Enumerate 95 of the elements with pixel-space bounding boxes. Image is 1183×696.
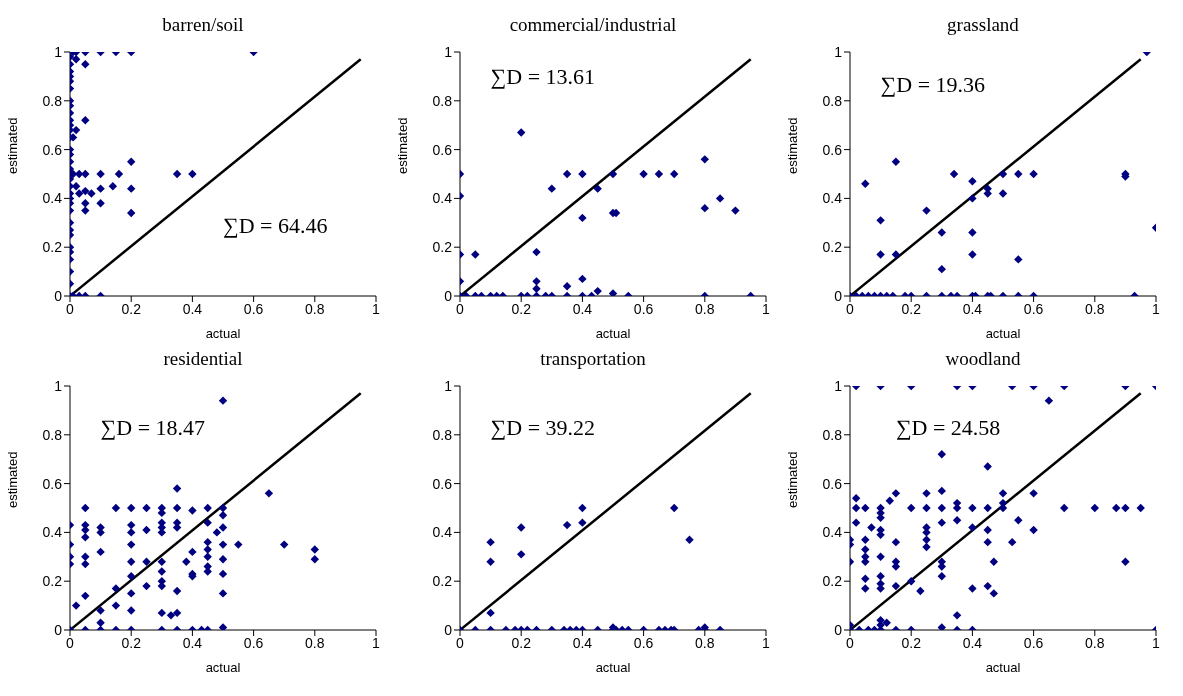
x-tick-label: 0: [846, 300, 855, 317]
x-tick-label: 0.8: [305, 300, 325, 317]
x-tick-label: 0.8: [695, 634, 715, 651]
x-tick-label: 0.4: [962, 634, 983, 651]
y-tick-label: 0.2: [432, 573, 453, 590]
x-tick-label: 0.2: [511, 300, 532, 317]
y-tick-label: 0.4: [432, 190, 453, 207]
y-tick-label: 1: [444, 43, 453, 60]
x-tick-label: 1: [1152, 300, 1161, 317]
y-tick-label: 0: [444, 287, 453, 304]
y-tick-label: 0.4: [822, 190, 843, 207]
y-tick-label: 0.4: [42, 524, 63, 541]
y-tick-label: 0.8: [432, 426, 453, 443]
y-axis-title: estimated: [784, 117, 800, 174]
x-tick-label: 0.4: [572, 634, 593, 651]
y-axis-title: estimated: [784, 451, 800, 508]
y-axis-title: estimated: [4, 117, 20, 174]
x-axis-title: actual: [985, 660, 1021, 675]
x-tick-label: 0.6: [243, 634, 264, 651]
y-tick-label: 0.8: [822, 426, 843, 443]
x-tick-label: 0.8: [1085, 300, 1105, 317]
chart-title: transportation: [539, 347, 647, 371]
x-tick-label: 0.6: [633, 300, 654, 317]
x-tick-label: 0.2: [121, 300, 142, 317]
x-tick-label: 0.2: [901, 300, 922, 317]
annotation: ∑D = 39.22: [490, 415, 596, 442]
x-tick-label: 0.6: [243, 300, 264, 317]
y-tick-label: 1: [444, 377, 453, 394]
x-axis-title: actual: [205, 660, 241, 675]
x-axis-title: actual: [985, 326, 1021, 341]
x-tick-label: 1: [1152, 634, 1161, 651]
x-axis-title: actual: [595, 326, 631, 341]
y-tick-label: 0.2: [822, 573, 843, 590]
x-tick-label: 0.2: [901, 634, 922, 651]
y-tick-label: 0.6: [42, 141, 63, 158]
y-tick-label: 0: [54, 621, 63, 638]
annotation: ∑D = 24.58: [895, 415, 1001, 442]
y-tick-label: 0.4: [42, 190, 63, 207]
y-tick-label: 0.8: [822, 92, 843, 109]
annotation: ∑D = 19.36: [880, 71, 986, 98]
x-tick-label: 0.6: [1023, 300, 1044, 317]
x-tick-label: 1: [762, 634, 771, 651]
y-tick-label: 0: [834, 287, 843, 304]
annotation: ∑D = 64.46: [223, 213, 328, 240]
y-tick-label: 0.6: [432, 475, 453, 492]
chart-title: grassland: [946, 13, 1020, 37]
chart-title: barren/soil: [161, 13, 245, 37]
annotation: ∑D = 18.47: [100, 415, 206, 442]
x-axis-title: actual: [595, 660, 631, 675]
x-tick-label: 1: [372, 634, 381, 651]
y-tick-label: 0.2: [42, 573, 63, 590]
x-tick-label: 0: [66, 634, 75, 651]
x-tick-label: 0.8: [305, 634, 325, 651]
y-tick-label: 1: [54, 43, 63, 60]
y-tick-label: 0.6: [432, 141, 453, 158]
y-axis-title: estimated: [394, 117, 410, 174]
chart-title: commercial/industrial: [508, 13, 678, 37]
x-axis-title: actual: [205, 326, 241, 341]
y-tick-label: 0.2: [822, 239, 843, 256]
x-tick-label: 0: [66, 300, 75, 317]
y-tick-label: 0: [54, 287, 63, 304]
y-tick-label: 0.8: [42, 92, 63, 109]
x-tick-label: 0.4: [182, 300, 203, 317]
y-tick-label: 0.6: [822, 475, 843, 492]
x-tick-label: 1: [762, 300, 771, 317]
x-tick-label: 0.4: [962, 300, 983, 317]
y-tick-label: 0.2: [432, 239, 453, 256]
y-tick-label: 1: [54, 377, 63, 394]
x-tick-label: 1: [372, 300, 381, 317]
y-tick-label: 0.6: [822, 141, 843, 158]
annotation: ∑D = 13.61: [490, 64, 596, 91]
chart-title: woodland: [944, 347, 1022, 371]
y-tick-label: 0.4: [432, 524, 453, 541]
y-tick-label: 0.6: [42, 475, 63, 492]
x-tick-label: 0.6: [633, 634, 654, 651]
x-tick-label: 0.8: [695, 300, 715, 317]
y-tick-label: 0.2: [42, 239, 63, 256]
y-tick-label: 0.8: [42, 426, 63, 443]
y-tick-label: 0: [834, 621, 843, 638]
x-tick-label: 0.4: [182, 634, 203, 651]
y-tick-label: 0.8: [432, 92, 453, 109]
x-tick-label: 0.4: [572, 300, 593, 317]
y-tick-label: 1: [834, 43, 843, 60]
y-tick-label: 0: [444, 621, 453, 638]
x-tick-label: 0: [846, 634, 855, 651]
x-tick-label: 0.6: [1023, 634, 1044, 651]
chart-title: residential: [162, 347, 244, 371]
y-axis-title: estimated: [4, 451, 20, 508]
x-tick-label: 0.8: [1085, 634, 1105, 651]
x-tick-label: 0: [456, 300, 465, 317]
x-tick-label: 0.2: [121, 634, 142, 651]
x-tick-label: 0: [456, 634, 465, 651]
x-tick-label: 0.2: [511, 634, 532, 651]
y-tick-label: 0.4: [822, 524, 843, 541]
y-tick-label: 1: [834, 377, 843, 394]
